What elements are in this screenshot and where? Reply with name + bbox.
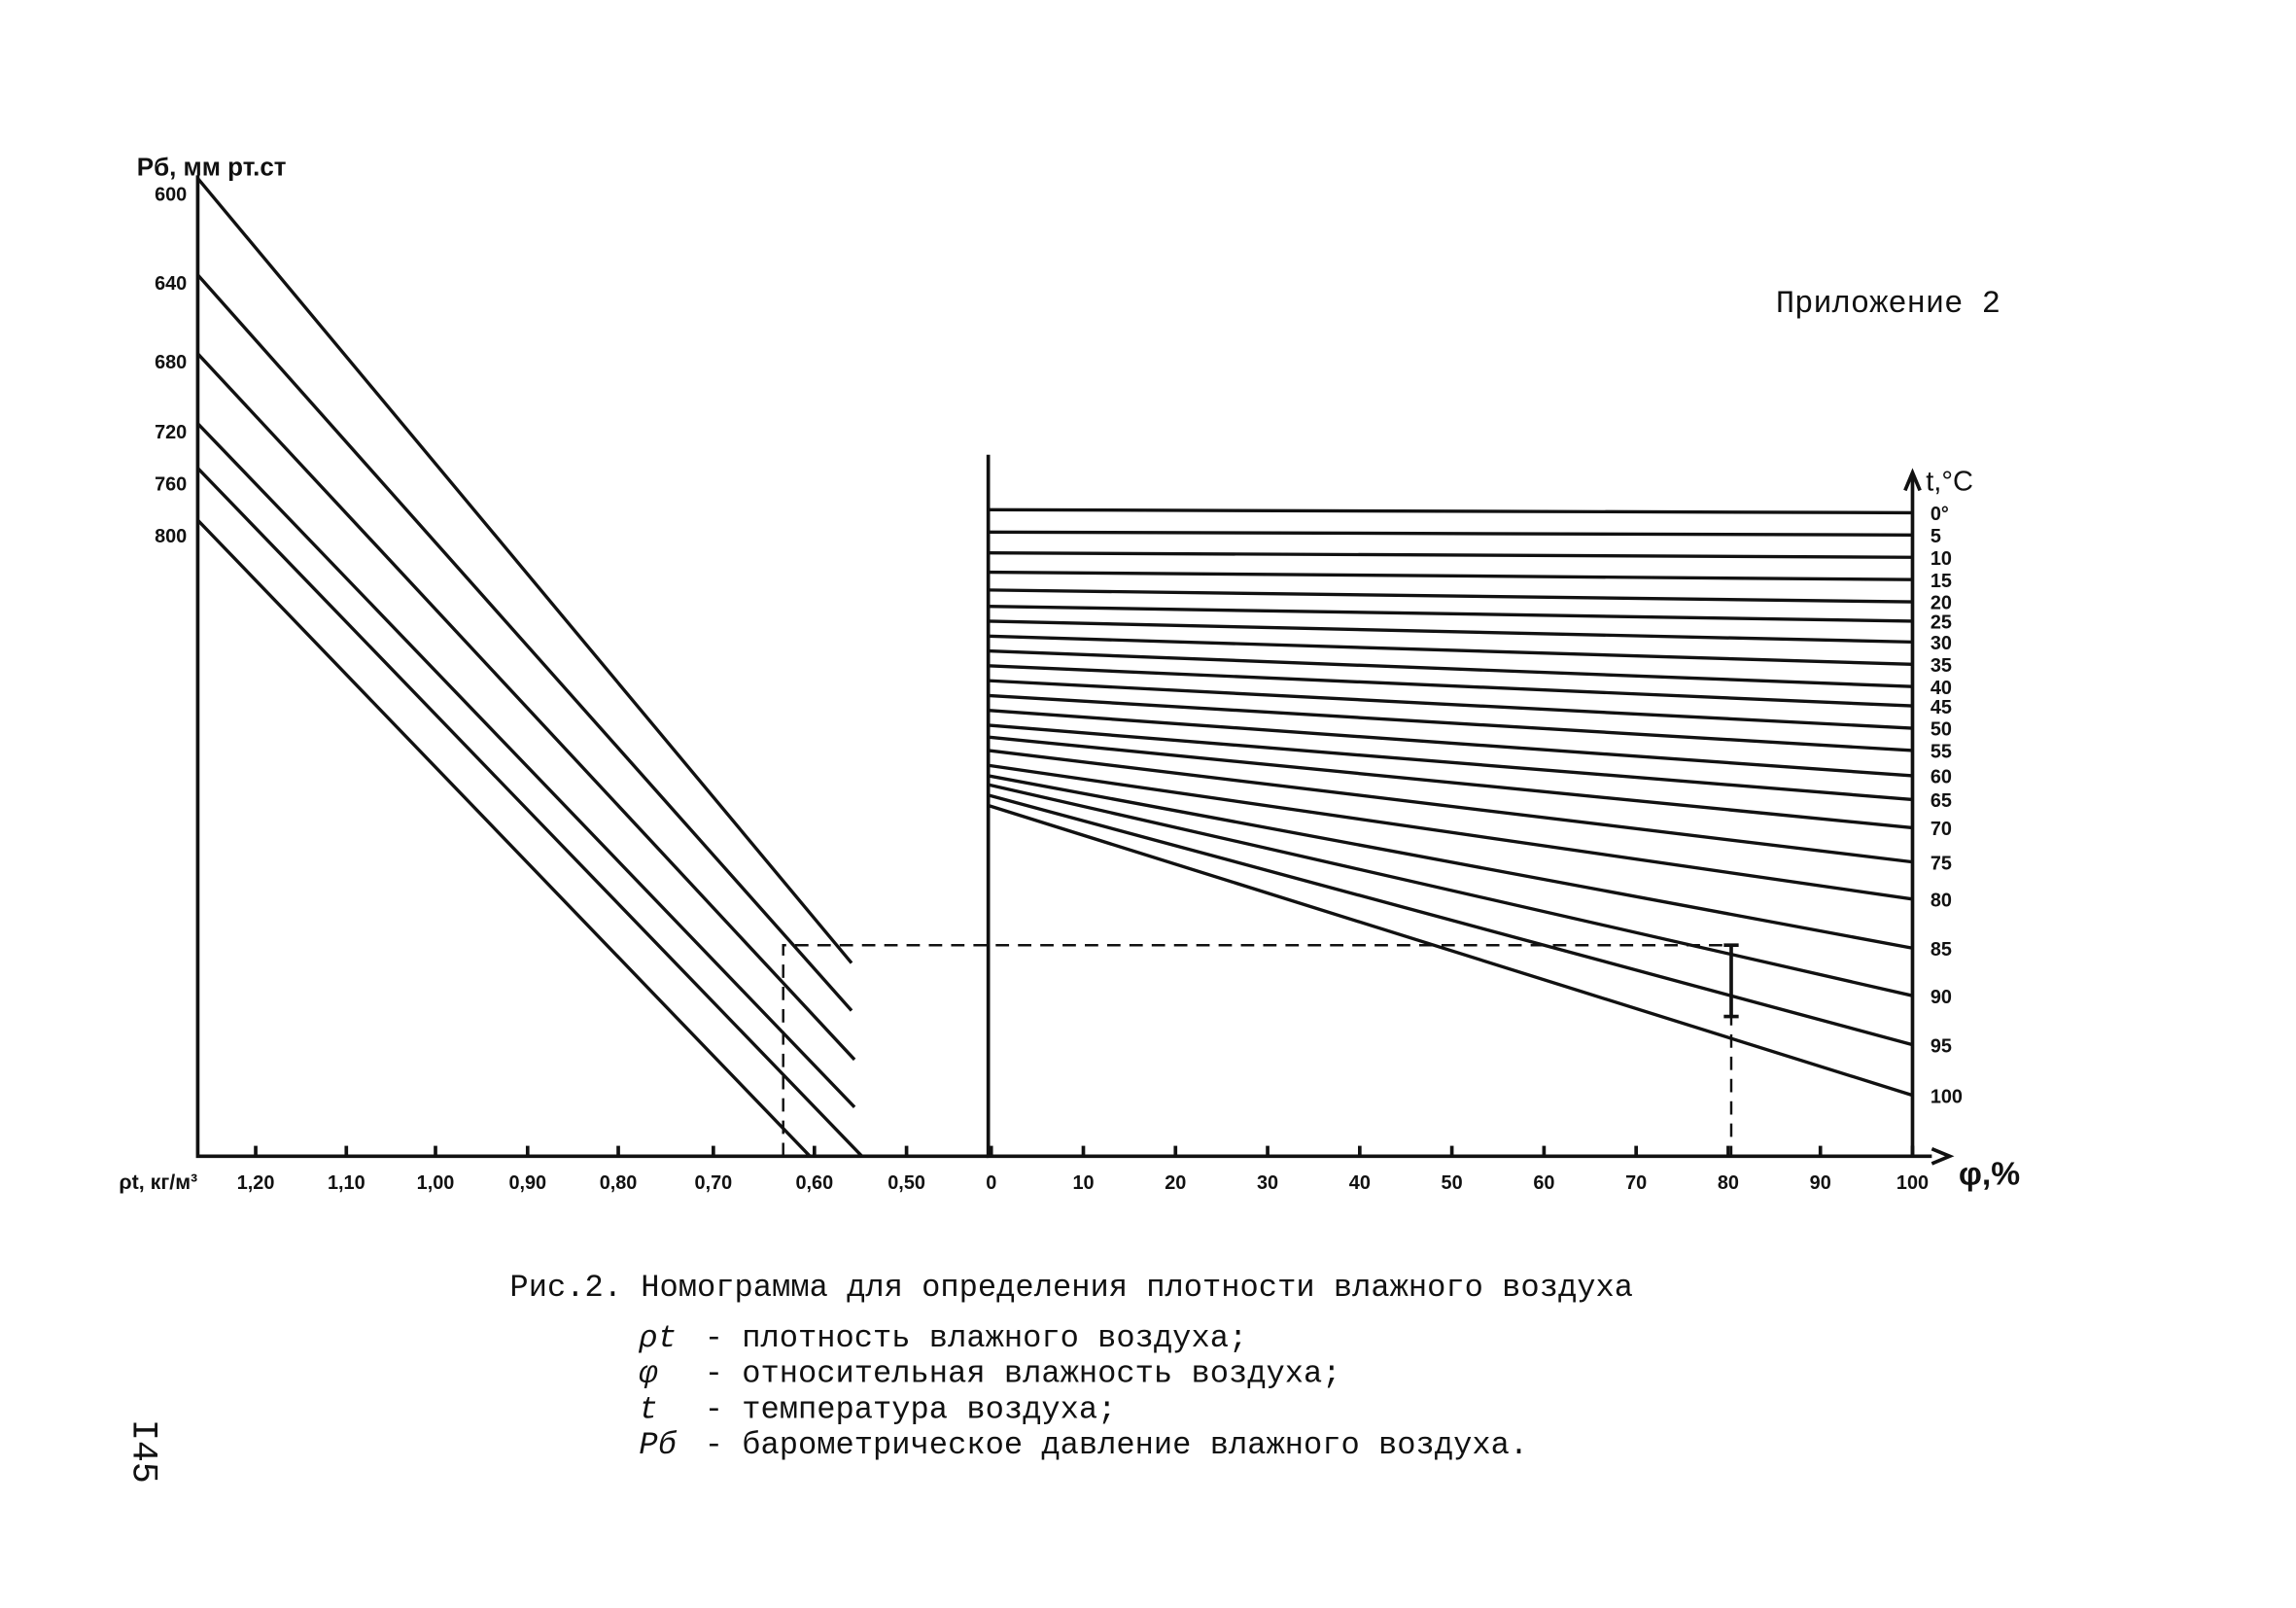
- pressure-line: [196, 422, 856, 1109]
- pressure-label: 680: [155, 352, 187, 373]
- pressure-line: [196, 352, 856, 1062]
- temperature-line: [988, 588, 1913, 604]
- temperature-line: [988, 749, 1913, 864]
- temperature-line: [988, 679, 1913, 730]
- humidity-label: 50: [1442, 1172, 1463, 1194]
- pressure-line: [196, 273, 853, 1012]
- temperature-line: [988, 664, 1913, 708]
- temperature-label: 70: [1931, 819, 1952, 840]
- humidity-label: 30: [1257, 1172, 1278, 1194]
- legend-text: - барометрическое давление влажного возд…: [705, 1427, 1528, 1463]
- axis-arrow: [1931, 1146, 1955, 1166]
- temperature-line: [988, 774, 1913, 950]
- density-label: 1,00: [417, 1172, 455, 1194]
- temperature-line: [988, 723, 1913, 802]
- temperature-axis-title: t,°C: [1926, 466, 1973, 497]
- pressure-label: 600: [155, 184, 187, 205]
- temperature-line: [988, 693, 1913, 752]
- figure-caption: Рис.2. Номограмма для определения плотно…: [509, 1270, 1633, 1306]
- example-marker: [1723, 943, 1739, 1019]
- left-axes: [195, 175, 989, 1159]
- temperature-line: [988, 803, 1913, 1098]
- density-label: 0,90: [508, 1172, 546, 1194]
- temperature-label: 55: [1931, 742, 1952, 763]
- humidity-label: 0: [986, 1172, 996, 1194]
- density-label: 0,70: [695, 1172, 733, 1194]
- humidity-label: 60: [1533, 1172, 1554, 1194]
- temperature-line: [988, 550, 1913, 559]
- humidity-label: 40: [1349, 1172, 1371, 1194]
- pressure-label: 800: [155, 526, 187, 547]
- pressure-line: [196, 518, 812, 1158]
- density-axis-title: ρt, кг/м³: [119, 1171, 197, 1194]
- temperature-label: 100: [1931, 1086, 1963, 1107]
- temperature-line: [988, 709, 1913, 778]
- axis-arrow: [1903, 468, 1922, 492]
- temperature-label: 60: [1931, 767, 1952, 788]
- legend-symbol: ρt: [638, 1320, 677, 1356]
- temperature-label: 0°: [1931, 504, 1949, 525]
- temperature-line: [988, 605, 1913, 623]
- legend-symbol: t: [639, 1391, 657, 1427]
- temperature-line: [988, 793, 1913, 1047]
- legend-symbol: φ: [639, 1356, 657, 1392]
- temperature-line: [988, 570, 1913, 581]
- temperature-label: 10: [1931, 548, 1952, 570]
- temperature-label: 35: [1931, 655, 1952, 677]
- pressure-label: 720: [155, 422, 187, 443]
- right-axes: [986, 454, 1932, 1159]
- temperature-line: [988, 735, 1913, 830]
- temperature-label: 30: [1931, 633, 1952, 654]
- temperature-line: [988, 783, 1913, 997]
- pressure-line: [196, 177, 853, 964]
- pressure-label: 640: [155, 273, 187, 295]
- temperature-label: 80: [1931, 890, 1952, 911]
- temperature-label: 50: [1931, 719, 1952, 741]
- temperature-label: 65: [1931, 790, 1952, 812]
- legend-text: - температура воздуха;: [705, 1391, 1117, 1427]
- humidity-label: 80: [1718, 1172, 1739, 1194]
- temperature-label: 85: [1931, 939, 1952, 961]
- temperature-label: 40: [1931, 678, 1952, 699]
- pressure-axis-title: Pб, мм рт.ст: [137, 152, 287, 181]
- pressure-line: [196, 467, 863, 1158]
- humidity-axis-title: φ,%: [1959, 1156, 2020, 1192]
- temperature-label: 15: [1931, 571, 1952, 592]
- temperature-line: [988, 530, 1913, 537]
- temperature-label: 75: [1931, 853, 1952, 874]
- humidity-label: 90: [1810, 1172, 1831, 1194]
- temperature-label: 45: [1931, 697, 1952, 718]
- humidity-label: 10: [1072, 1172, 1094, 1194]
- temperature-label: 95: [1931, 1035, 1952, 1057]
- density-label: 0,80: [600, 1172, 638, 1194]
- temperature-line: [988, 507, 1913, 515]
- humidity-label: 20: [1165, 1172, 1186, 1194]
- temperature-label: 20: [1931, 593, 1952, 614]
- density-label: 1,10: [328, 1172, 365, 1194]
- legend-text: - плотность влажного воздуха;: [705, 1320, 1248, 1356]
- temperature-line: [988, 648, 1913, 688]
- temperature-label: 90: [1931, 987, 1952, 1008]
- pressure-label: 760: [155, 473, 187, 495]
- temperature-line: [988, 619, 1913, 645]
- density-label: 0,60: [795, 1172, 833, 1194]
- density-label: 1,20: [237, 1172, 275, 1194]
- humidity-label: 100: [1896, 1172, 1929, 1194]
- density-label: 0,50: [887, 1172, 925, 1194]
- appendix-label: Приложение 2: [1776, 286, 2000, 322]
- humidity-label: 70: [1625, 1172, 1647, 1194]
- temperature-line: [988, 763, 1913, 901]
- legend-symbol: Pб: [639, 1427, 677, 1463]
- example-path: [782, 943, 1733, 1157]
- temperature-label: 5: [1931, 526, 1941, 547]
- legend-text: - относительная влажность воздуха;: [705, 1356, 1341, 1392]
- temperature-label: 25: [1931, 612, 1952, 634]
- page-number: I45: [122, 1419, 163, 1484]
- temperature-line: [988, 634, 1913, 666]
